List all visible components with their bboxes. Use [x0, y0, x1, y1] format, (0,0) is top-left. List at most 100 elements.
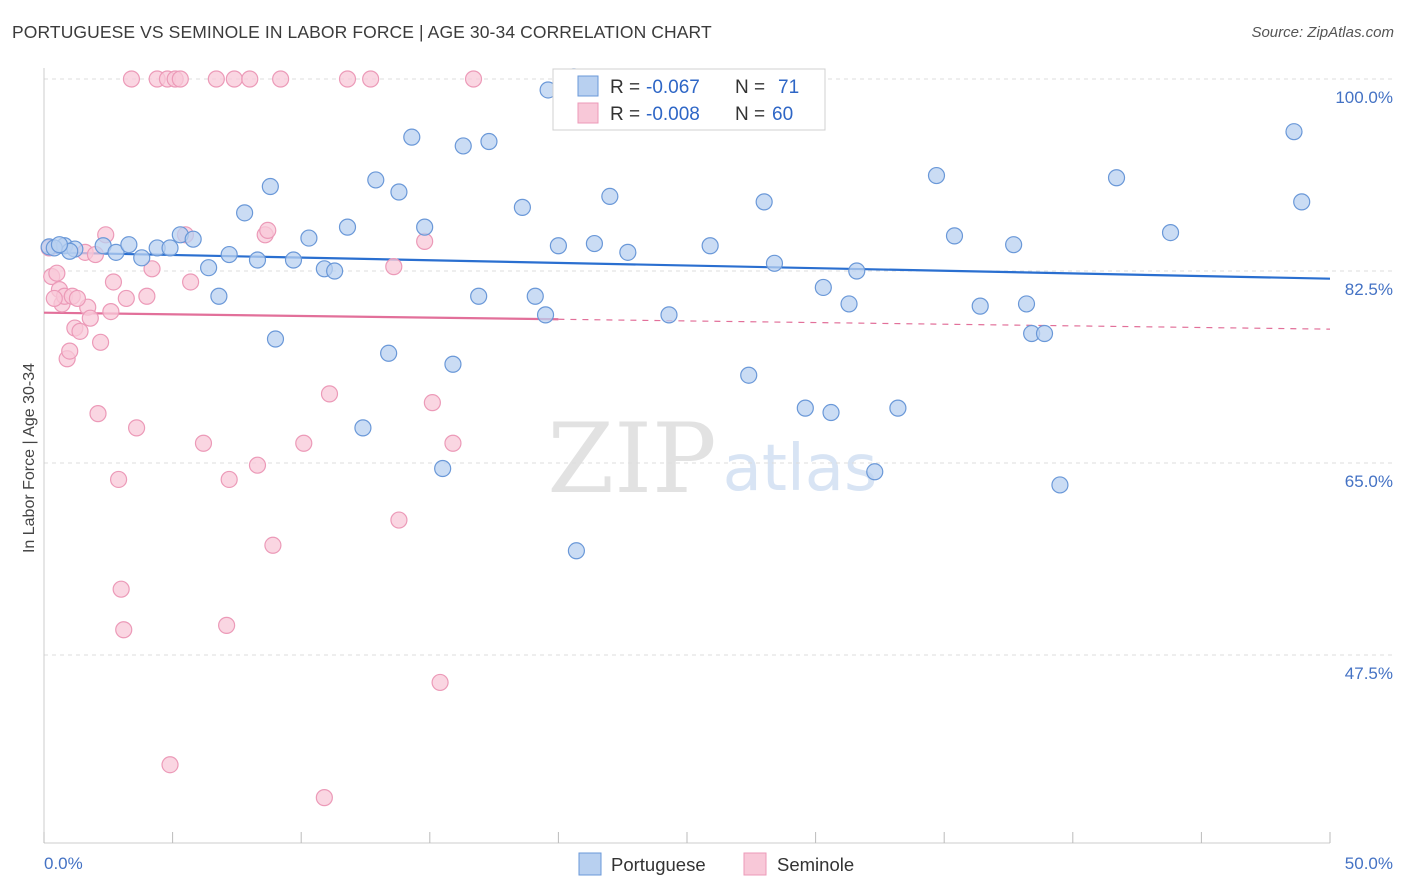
seminole-point[interactable]	[431, 673, 449, 692]
portuguese-point[interactable]	[444, 355, 462, 373]
portuguese-point[interactable]	[1017, 295, 1036, 313]
seminole-point[interactable]	[225, 70, 243, 88]
seminole-point[interactable]	[122, 70, 141, 88]
portuguese-point[interactable]	[1005, 236, 1023, 254]
portuguese-point[interactable]	[889, 399, 907, 417]
portuguese-point[interactable]	[390, 183, 408, 201]
portuguese-point[interactable]	[200, 259, 218, 277]
seminole-point[interactable]	[71, 322, 89, 340]
portuguese-point[interactable]	[740, 366, 758, 384]
bottom-legend-label-seminole[interactable]: Seminole	[777, 854, 854, 875]
portuguese-point[interactable]	[549, 237, 568, 255]
bottom-legend-swatch-seminole[interactable]	[743, 852, 767, 876]
portuguese-point[interactable]	[822, 403, 840, 422]
portuguese-point[interactable]	[567, 542, 586, 560]
portuguese-point[interactable]	[326, 262, 344, 280]
seminole-point[interactable]	[194, 434, 213, 452]
portuguese-point[interactable]	[927, 166, 946, 185]
seminole-point[interactable]	[81, 309, 99, 327]
portuguese-point[interactable]	[220, 245, 238, 264]
seminole-point[interactable]	[117, 289, 135, 308]
portuguese-point[interactable]	[814, 278, 832, 297]
portuguese-point[interactable]	[585, 234, 604, 253]
seminole-point[interactable]	[104, 273, 123, 291]
portuguese-point[interactable]	[840, 295, 858, 313]
portuguese-point[interactable]	[284, 251, 303, 269]
seminole-point[interactable]	[320, 385, 339, 403]
seminole-point[interactable]	[138, 287, 156, 305]
portuguese-point[interactable]	[261, 177, 279, 196]
seminole-point[interactable]	[61, 342, 79, 360]
portuguese-point[interactable]	[971, 297, 989, 315]
seminole-point[interactable]	[338, 70, 357, 88]
portuguese-point[interactable]	[300, 229, 318, 247]
portuguese-point[interactable]	[266, 330, 285, 348]
seminole-point[interactable]	[390, 511, 408, 529]
seminole-point[interactable]	[45, 289, 63, 308]
portuguese-point[interactable]	[50, 236, 69, 254]
seminole-point[interactable]	[182, 273, 200, 291]
portuguese-point[interactable]	[236, 204, 254, 222]
portuguese-point[interactable]	[416, 218, 434, 236]
portuguese-point[interactable]	[513, 198, 531, 216]
portuguese-point[interactable]	[161, 239, 179, 257]
portuguese-point[interactable]	[526, 287, 544, 305]
seminole-point[interactable]	[259, 221, 277, 240]
portuguese-point[interactable]	[1293, 193, 1311, 211]
seminole-point[interactable]	[109, 470, 128, 489]
portuguese-point[interactable]	[133, 249, 151, 267]
portuguese-point[interactable]	[866, 463, 884, 481]
seminole-point[interactable]	[115, 621, 133, 639]
seminole-point[interactable]	[241, 70, 259, 88]
seminole-point[interactable]	[161, 756, 179, 774]
portuguese-point[interactable]	[660, 306, 678, 324]
portuguese-point[interactable]	[1107, 169, 1126, 187]
seminole-point[interactable]	[89, 405, 107, 423]
seminole-point[interactable]	[102, 302, 120, 321]
seminole-point[interactable]	[464, 70, 483, 88]
portuguese-point[interactable]	[755, 193, 773, 211]
portuguese-point[interactable]	[470, 287, 488, 305]
portuguese-point[interactable]	[945, 227, 964, 245]
portuguese-point[interactable]	[338, 218, 357, 236]
portuguese-point[interactable]	[701, 237, 719, 255]
bottom-legend-swatch-portuguese[interactable]	[578, 852, 602, 876]
seminole-point[interactable]	[218, 616, 236, 634]
portuguese-point[interactable]	[1161, 224, 1180, 242]
portuguese-point[interactable]	[454, 137, 472, 155]
portuguese-point[interactable]	[848, 262, 866, 280]
portuguese-point[interactable]	[536, 306, 555, 324]
seminole-point[interactable]	[385, 258, 403, 276]
seminole-point[interactable]	[295, 434, 313, 452]
seminole-point[interactable]	[171, 70, 189, 88]
seminole-point[interactable]	[272, 70, 290, 88]
seminole-point[interactable]	[127, 419, 146, 437]
seminole-point[interactable]	[220, 470, 238, 489]
seminole-point[interactable]	[248, 456, 267, 474]
seminole-point[interactable]	[423, 394, 441, 412]
portuguese-point[interactable]	[210, 287, 228, 305]
portuguese-point[interactable]	[601, 187, 619, 205]
seminole-point[interactable]	[91, 333, 110, 351]
portuguese-point[interactable]	[1285, 123, 1303, 141]
portuguese-point[interactable]	[1035, 324, 1054, 343]
bottom-legend-label-portuguese[interactable]: Portuguese	[611, 854, 706, 875]
portuguese-point[interactable]	[107, 243, 125, 261]
portuguese-point[interactable]	[403, 128, 421, 146]
seminole-point[interactable]	[264, 536, 282, 554]
seminole-point[interactable]	[143, 260, 161, 278]
portuguese-point[interactable]	[184, 230, 202, 248]
portuguese-point[interactable]	[796, 399, 814, 417]
seminole-point[interactable]	[207, 70, 225, 88]
portuguese-point[interactable]	[434, 459, 452, 478]
seminole-point[interactable]	[48, 264, 66, 282]
seminole-point[interactable]	[362, 70, 380, 88]
portuguese-point[interactable]	[765, 254, 784, 272]
seminole-point[interactable]	[68, 289, 87, 308]
portuguese-point[interactable]	[367, 171, 385, 189]
seminole-point[interactable]	[315, 789, 333, 807]
seminole-point[interactable]	[444, 434, 462, 452]
portuguese-point[interactable]	[120, 236, 138, 254]
seminole-point[interactable]	[416, 232, 434, 250]
portuguese-point[interactable]	[619, 243, 637, 261]
